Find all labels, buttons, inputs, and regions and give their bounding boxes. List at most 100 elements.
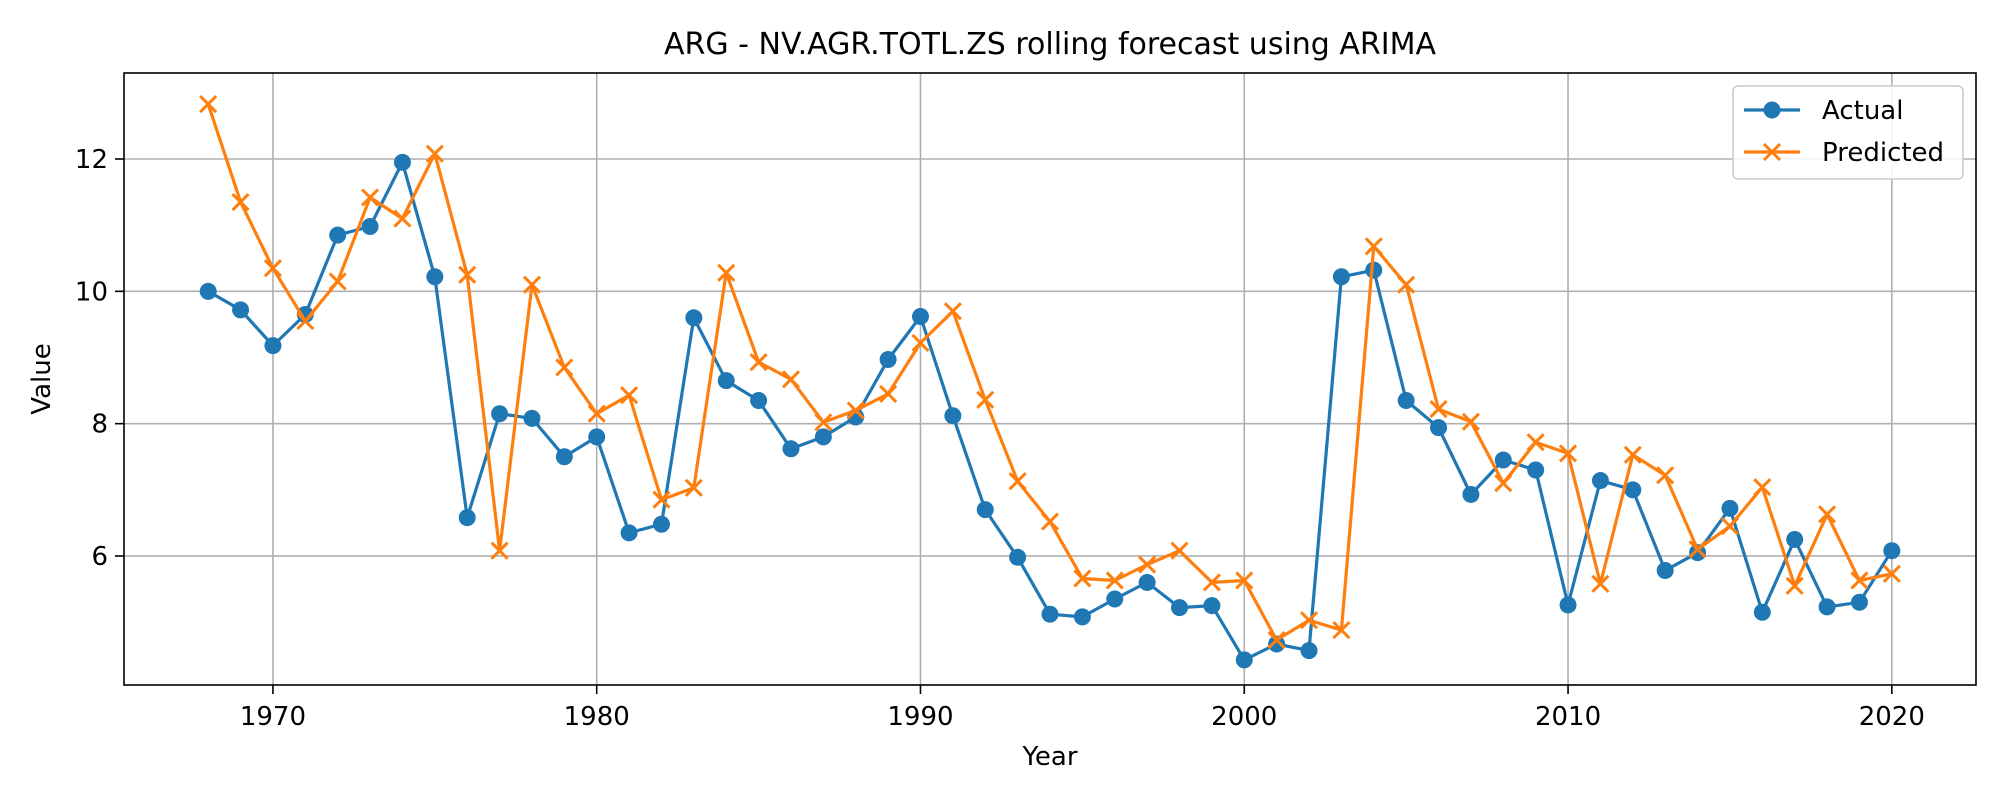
data-point-actual — [232, 301, 250, 319]
data-point-actual — [944, 407, 962, 425]
data-point-actual — [426, 268, 444, 286]
data-point-actual — [976, 501, 994, 519]
data-point-predicted — [911, 333, 930, 353]
series-actual-line — [207, 160, 1894, 662]
data-point-actual — [1591, 472, 1609, 490]
data-point-actual — [1753, 603, 1771, 621]
data-point-predicted — [1267, 630, 1286, 650]
y-tick-label: 12 — [75, 145, 108, 175]
data-point-actual — [652, 515, 670, 533]
data-point-predicted — [1461, 412, 1480, 431]
data-point-actual — [1203, 597, 1221, 615]
data-point-actual — [264, 337, 282, 355]
data-point-predicted — [1882, 564, 1901, 583]
data-point-predicted — [522, 275, 542, 294]
data-point-actual — [911, 307, 929, 325]
data-point-actual — [458, 509, 476, 527]
data-point-predicted — [1591, 574, 1610, 593]
data-point-predicted — [1235, 571, 1254, 590]
data-point-predicted — [620, 386, 639, 405]
data-point-predicted — [490, 541, 509, 560]
data-point-actual — [685, 309, 703, 327]
data-point-actual — [750, 392, 768, 410]
data-point-actual — [1883, 542, 1901, 560]
data-point-predicted — [1494, 474, 1513, 493]
data-point-actual — [1656, 562, 1674, 580]
data-point-predicted — [1202, 573, 1221, 592]
data-point-actual — [329, 226, 347, 244]
data-point-predicted — [231, 192, 250, 212]
x-tick-label: 2010 — [1535, 702, 1601, 732]
data-point-predicted — [879, 384, 898, 403]
data-point-predicted — [846, 401, 865, 420]
series-predicted — [199, 95, 1901, 650]
data-point-predicted — [1299, 611, 1319, 630]
data-point-predicted — [263, 259, 282, 278]
data-point-predicted — [1785, 576, 1804, 595]
data-point-predicted — [1623, 445, 1642, 464]
data-point-predicted — [749, 353, 768, 372]
data-point-predicted — [1526, 433, 1545, 452]
data-point-predicted — [652, 490, 671, 509]
legend-actual-label: Actual — [1822, 96, 1903, 126]
data-point-predicted — [1850, 571, 1869, 590]
y-axis-label: Value — [27, 343, 57, 414]
data-point-predicted — [1656, 466, 1675, 485]
data-point-predicted — [943, 302, 962, 321]
data-point-actual — [782, 440, 800, 458]
data-point-predicted — [361, 188, 380, 207]
data-point-actual — [1235, 651, 1253, 669]
data-point-predicted — [1040, 512, 1060, 531]
data-point-actual — [1850, 593, 1868, 611]
data-point-actual — [1494, 451, 1512, 469]
data-point-actual — [1009, 548, 1027, 566]
data-point-predicted — [1397, 275, 1416, 294]
data-point-actual — [1073, 608, 1091, 626]
data-point-actual — [1786, 530, 1804, 548]
data-point-actual — [1624, 481, 1642, 499]
data-point-predicted — [425, 144, 444, 163]
data-point-predicted — [393, 209, 412, 228]
legend-actual-marker — [1763, 101, 1781, 119]
data-point-actual — [1559, 596, 1577, 614]
data-point-predicted — [1105, 571, 1124, 590]
data-point-predicted — [1073, 569, 1092, 588]
data-point-predicted — [1817, 505, 1837, 524]
data-point-actual — [1332, 268, 1350, 286]
data-point-predicted — [1429, 400, 1448, 419]
data-point-actual — [361, 217, 379, 235]
data-point-actual — [588, 428, 606, 446]
data-point-predicted — [296, 312, 315, 331]
data-point-actual — [879, 350, 897, 368]
data-point-actual — [555, 448, 573, 466]
x-tick-label: 1990 — [887, 702, 953, 732]
data-point-actual — [1138, 573, 1156, 591]
data-point-actual — [1041, 605, 1059, 623]
data-point-predicted — [458, 265, 477, 284]
plot-frame — [123, 72, 1977, 686]
series — [199, 95, 1901, 669]
data-point-actual — [393, 153, 411, 171]
data-point-predicted — [199, 95, 218, 114]
data-point-actual — [1106, 590, 1124, 608]
y-tick-label: 8 — [91, 410, 108, 440]
data-point-predicted — [976, 390, 995, 409]
y-tick-label: 10 — [75, 277, 108, 307]
legend-predicted-marker — [1762, 142, 1782, 162]
y-tick-label: 6 — [91, 542, 108, 572]
data-point-predicted — [781, 370, 801, 389]
data-point-actual — [620, 524, 638, 542]
data-point-predicted — [1170, 541, 1189, 560]
data-point-predicted — [1364, 237, 1383, 256]
data-point-actual — [717, 372, 735, 390]
data-point-actual — [814, 428, 832, 446]
data-point-predicted — [684, 478, 703, 497]
data-point-actual — [523, 409, 541, 427]
data-point-predicted — [328, 272, 347, 291]
data-point-actual — [1430, 419, 1448, 437]
legend-predicted-label: Predicted — [1822, 138, 1944, 168]
x-tick-label: 2000 — [1211, 702, 1277, 732]
axes: 1970 1980 1990 2000 2010 2020 6 8 10 12 — [75, 145, 1925, 732]
chart-title: ARG - NV.AGR.TOTL.ZS rolling forecast us… — [664, 27, 1436, 62]
